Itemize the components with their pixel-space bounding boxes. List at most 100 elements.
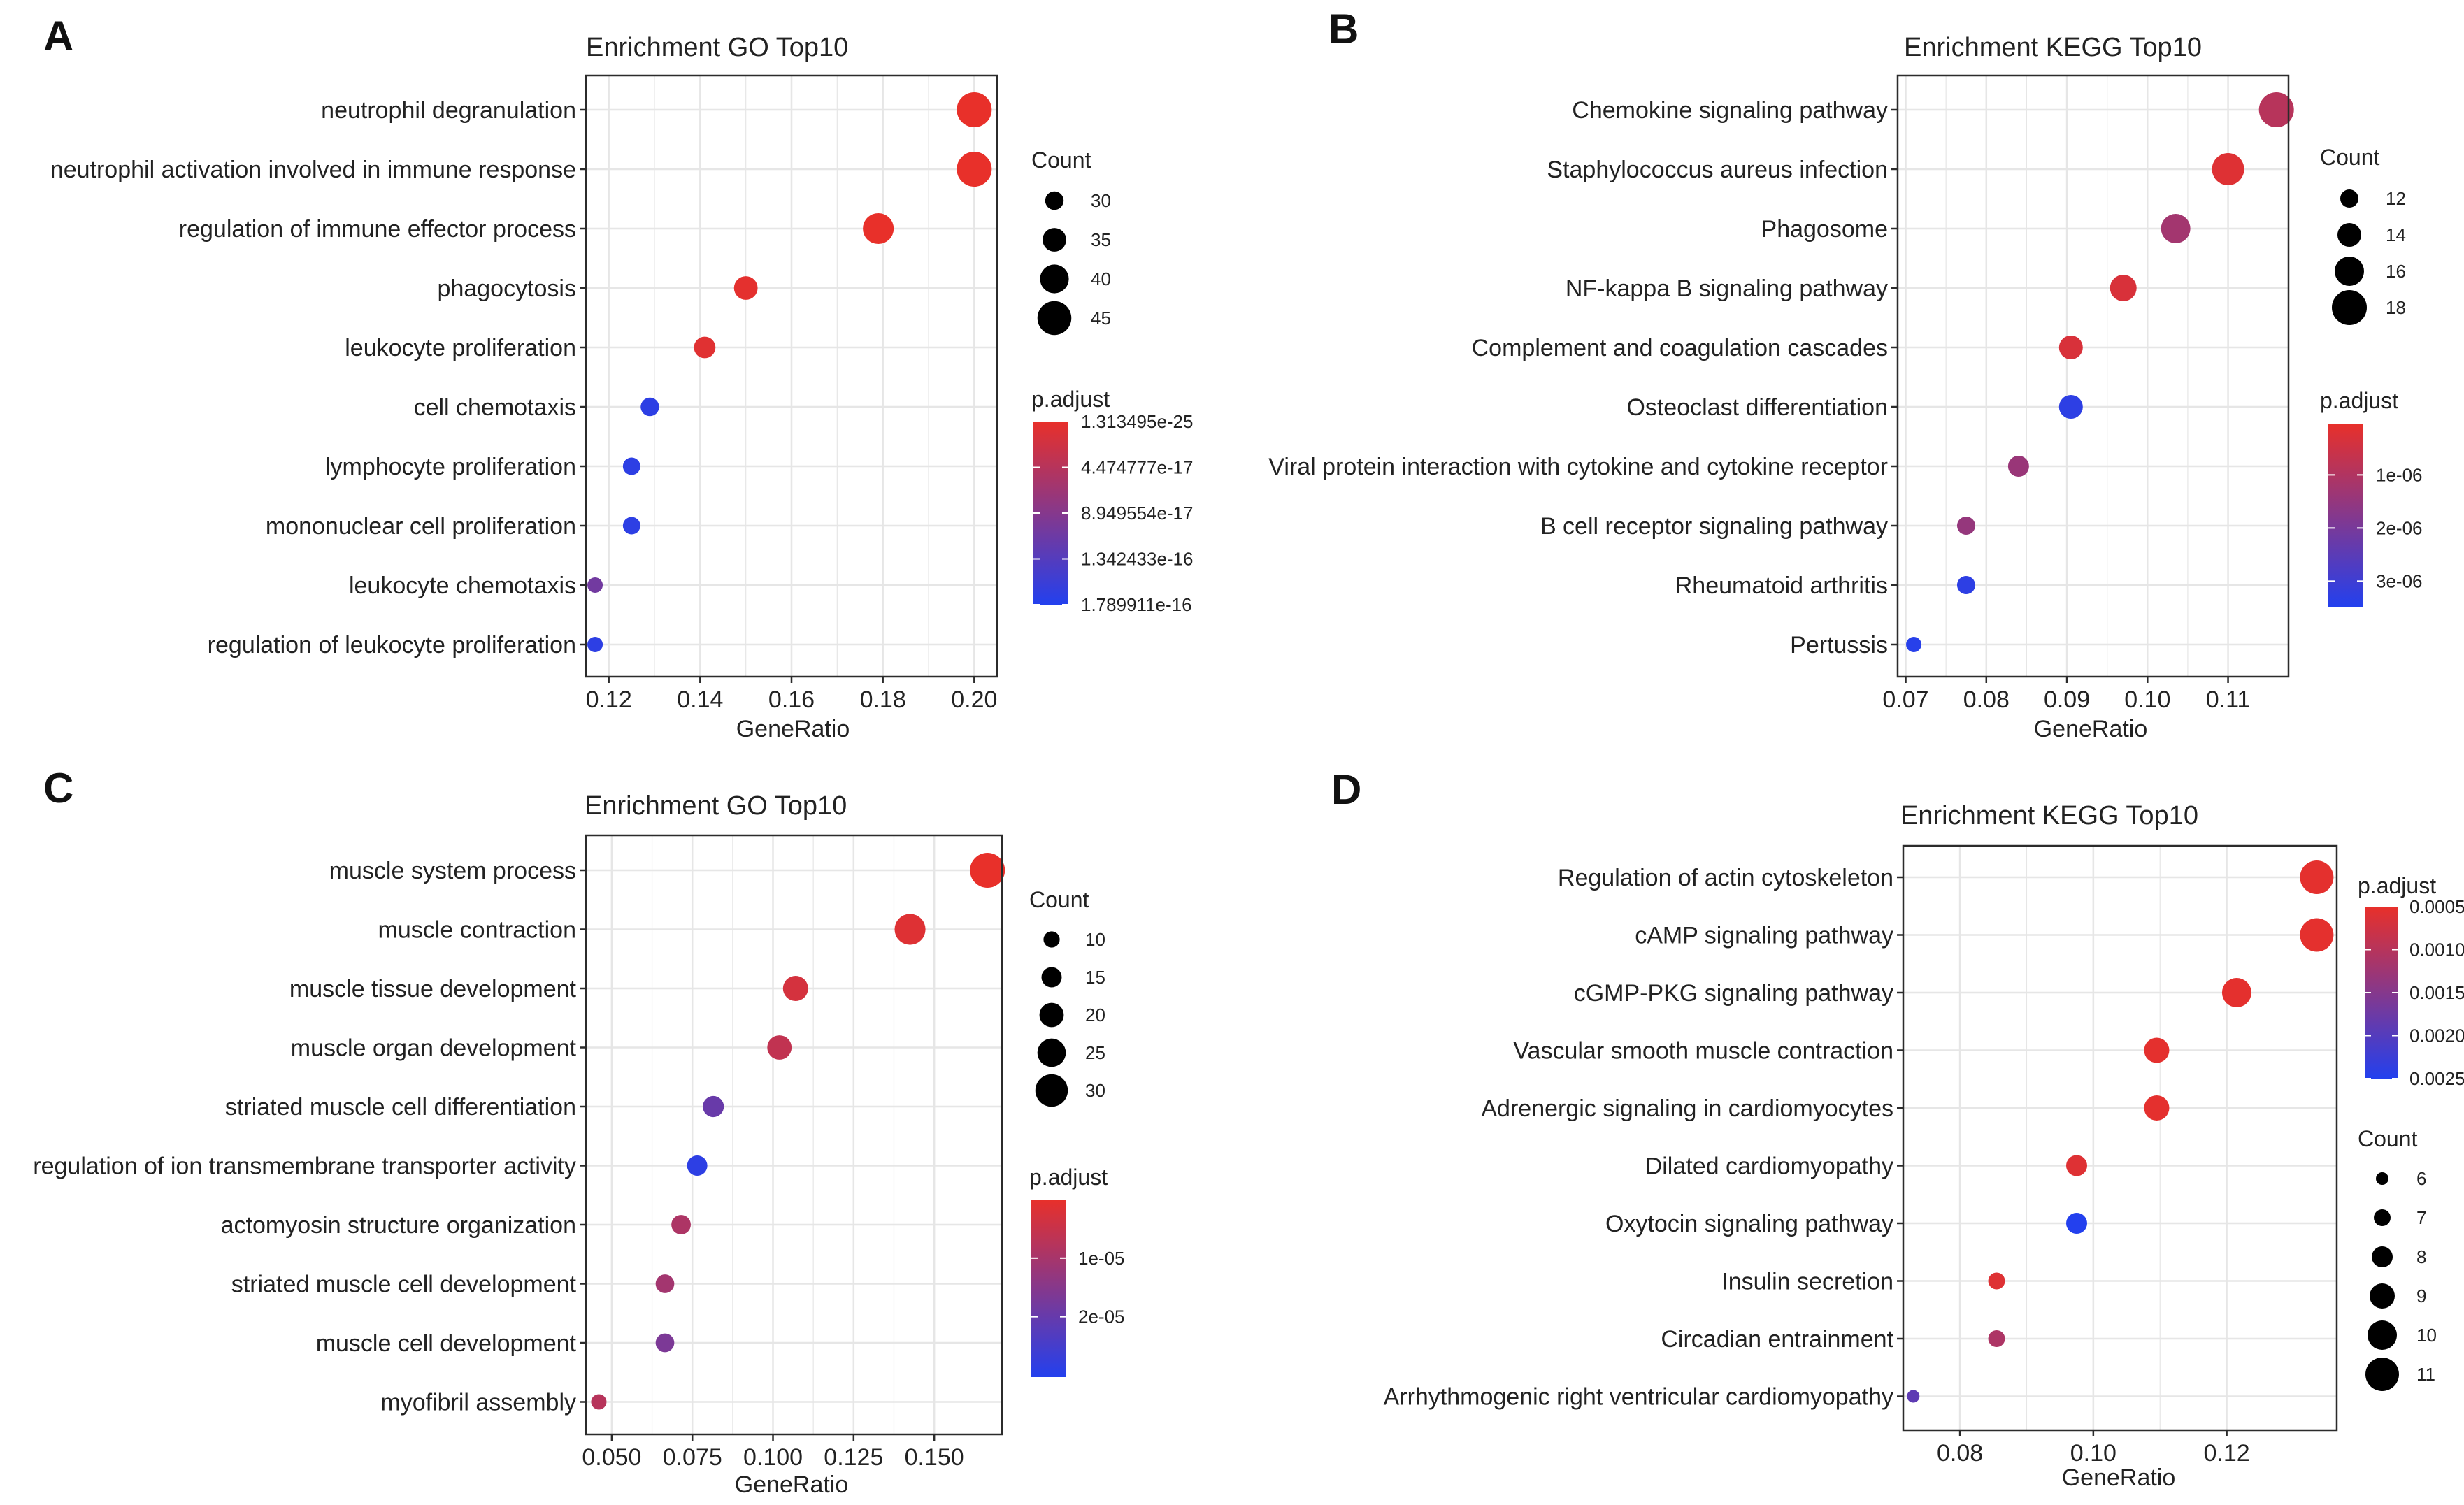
panel-b-padjust-legend-label: 3e-06 — [2376, 570, 2423, 591]
panel-c-point — [894, 914, 926, 945]
panel-d-category-label: Regulation of actin cytoskeleton — [1558, 865, 1893, 891]
panel-a-letter: A — [43, 13, 73, 59]
panel-d-point — [1988, 1330, 2005, 1347]
panel-c-point — [703, 1095, 724, 1118]
panel-b-category-label: Pertussis — [1790, 632, 1888, 658]
panel-d-category-label: cAMP signaling pathway — [1635, 923, 1893, 949]
panel-c-title: Enrichment GO Top10 — [585, 791, 847, 821]
panel-c-xlabel: GeneRatio — [735, 1471, 849, 1498]
panel-c-plot-border — [585, 834, 1003, 1436]
panel-b-xtick-label: 0.07 — [1882, 686, 1928, 713]
panel-a-point — [587, 577, 603, 593]
panel-b-xtick-label: 0.08 — [1963, 686, 2010, 713]
panel-d-count-legend-dot — [2370, 1283, 2395, 1309]
panel-a-count-legend-label: 40 — [1091, 268, 1111, 289]
panel-c-category-label: myofibril assembly — [380, 1390, 576, 1416]
panel-a-category-label: regulation of immune effector process — [179, 216, 576, 243]
panel-b-category-label: Osteoclast differentiation — [1626, 394, 1888, 421]
panel-a-category-label: phagocytosis — [438, 275, 576, 302]
panel-c-point — [767, 1035, 792, 1060]
panel-c-point — [687, 1155, 708, 1176]
panel-a-count-legend-label: 35 — [1091, 229, 1111, 250]
panel-d-point — [1907, 1390, 1920, 1403]
panel-b-padjust-legend-title: p.adjust — [2320, 388, 2398, 413]
panel-d-category-label: Arrhythmogenic right ventricular cardiom… — [1384, 1384, 1893, 1411]
panel-b-count-legend-dot — [2335, 257, 2364, 286]
panel-c-xtick-label: 0.050 — [582, 1444, 641, 1471]
panel-b-category-label: Complement and coagulation cascades — [1472, 335, 1888, 361]
panel-c-padjust-legend-label: 2e-05 — [1078, 1306, 1125, 1327]
panel-d-count-legend-dot — [2368, 1320, 2397, 1350]
panel-b-padjust-colorbar — [2328, 424, 2363, 607]
panel-a-xtick-label: 0.16 — [768, 686, 815, 713]
panel-b-category-label: Staphylococcus aureus infection — [1547, 157, 1888, 183]
panel-b-count-legend-label: 12 — [2386, 188, 2406, 209]
panel-a-xtick-label: 0.14 — [677, 686, 723, 713]
panel-a-padjust-legend-label: 1.789911e-16 — [1081, 594, 1192, 615]
panel-c-category-label: muscle system process — [329, 858, 576, 884]
panel-b-point — [2161, 214, 2191, 243]
panel-b-point — [2212, 153, 2244, 185]
panel-c-count-legend-label: 20 — [1085, 1004, 1105, 1025]
panel-a-count-legend-label: 45 — [1091, 308, 1111, 329]
panel-a: A Enrichment GO Top10 GeneRatio Count p.… — [43, 13, 1193, 742]
panel-a-xlabel: GeneRatio — [736, 716, 850, 742]
panel-d-count-legend-label: 9 — [2416, 1286, 2426, 1306]
panel-a-count-legend-dot — [1045, 191, 1064, 210]
panel-b-category-label: Rheumatoid arthritis — [1675, 573, 1888, 599]
panel-d-count-legend-dot — [2374, 1209, 2391, 1226]
panel-c-xtick-label: 0.150 — [905, 1444, 964, 1471]
panel-d-plot-border — [1902, 844, 2338, 1432]
panel-a-category-label: cell chemotaxis — [414, 394, 576, 421]
panel-a-point — [587, 637, 603, 652]
panel-d-count-legend-dot — [2376, 1172, 2388, 1185]
panel-b-point — [1956, 517, 1975, 535]
panel-c-count-legend-label: 15 — [1085, 967, 1105, 988]
panel-a-point — [957, 152, 992, 187]
panel-c-point — [970, 853, 1005, 888]
panel-a-category-label: lymphocyte proliferation — [325, 454, 576, 480]
panel-b-count-legend-dot — [2337, 223, 2361, 247]
panel-a-count-legend-dot — [1040, 264, 1069, 294]
panel-c: C Enrichment GO Top10 GeneRatio Count p.… — [33, 765, 1124, 1498]
panel-c-count-legend-label: 10 — [1085, 929, 1105, 950]
panel-b-xtick-label: 0.11 — [2206, 686, 2251, 713]
panel-c-padjust-legend-title: p.adjust — [1029, 1165, 1108, 1190]
panel-d-count-legend-label: 8 — [2416, 1246, 2426, 1267]
panel-c-count-legend-dot — [1039, 1002, 1064, 1028]
panel-c-point — [655, 1333, 675, 1353]
panel-a-padjust-legend-label: 4.474777e-17 — [1081, 457, 1193, 478]
panel-d-category-label: Vascular smooth muscle contraction — [1513, 1038, 1893, 1065]
panel-d-count-legend-title: Count — [2358, 1126, 2418, 1151]
panel-a-category-label: mononuclear cell proliferation — [266, 513, 576, 540]
panel-c-xtick-label: 0.075 — [663, 1444, 722, 1471]
panel-b-point — [2110, 275, 2137, 301]
panel-a-point — [640, 397, 659, 417]
panel-a-count-legend-dot — [1037, 301, 1072, 336]
panel-c-xtick-label: 0.100 — [743, 1444, 803, 1471]
panel-c-category-label: muscle contraction — [378, 917, 576, 944]
panel-d-category-label: cGMP-PKG signaling pathway — [1574, 980, 1893, 1007]
panel-a-point — [694, 336, 716, 359]
panel-d-padjust-legend-label: 0.0025 — [2409, 1068, 2464, 1089]
panel-c-count-legend-dot — [1041, 967, 1062, 988]
panel-d-point — [2144, 1037, 2170, 1063]
panel-d-xlabel: GeneRatio — [2062, 1464, 2176, 1491]
panel-c-count-legend-dot — [1043, 931, 1060, 948]
panel-a-point — [957, 92, 992, 127]
panel-b-category-label: B cell receptor signaling pathway — [1540, 513, 1888, 540]
panel-b-count-legend-title: Count — [2320, 145, 2380, 170]
panel-d-point — [2300, 918, 2334, 952]
panel-c-category-label: muscle tissue development — [289, 976, 577, 1002]
panel-a-category-label: leukocyte proliferation — [345, 335, 576, 361]
panel-b-count-legend-label: 16 — [2386, 261, 2406, 282]
panel-a-title: Enrichment GO Top10 — [586, 33, 848, 62]
panel-c-count-legend-dot — [1035, 1074, 1068, 1107]
panel-c-category-label: regulation of ion transmembrane transpor… — [33, 1153, 576, 1180]
panel-a-category-label: neutrophil activation involved in immune… — [50, 157, 576, 183]
panel-b-point — [2058, 395, 2083, 419]
panel-c-xtick-label: 0.125 — [824, 1444, 883, 1471]
panel-c-count-legend-label: 30 — [1085, 1080, 1105, 1101]
panel-a-category-label: leukocyte chemotaxis — [349, 573, 576, 599]
panel-a-category-label: regulation of leukocyte proliferation — [208, 632, 576, 658]
